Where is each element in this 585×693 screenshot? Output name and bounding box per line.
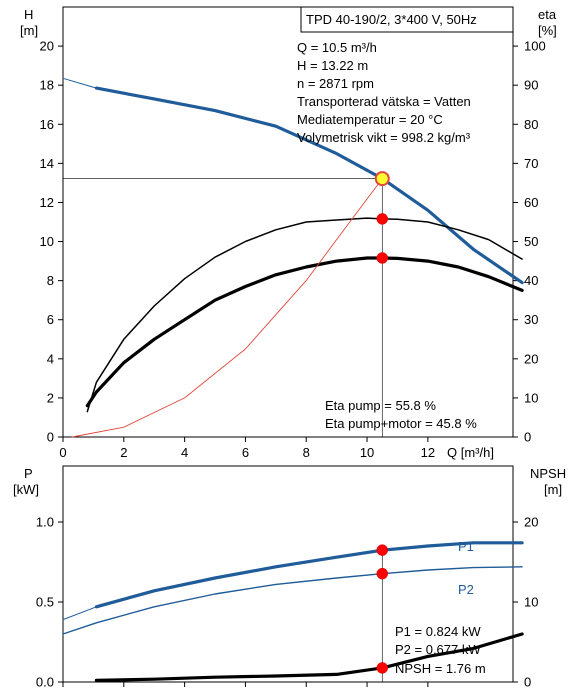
h-tick-label: 12 (40, 195, 54, 210)
info-line-npsh: NPSH = 1.76 m (395, 661, 486, 676)
npsh-axis-unit: [m] (544, 482, 562, 497)
eta-tick-label: 0 (524, 430, 531, 445)
p2-point (376, 567, 389, 580)
eta-pump-label: Eta pump = 55.8 % (325, 398, 436, 413)
info-line-h: H = 13.22 m (297, 58, 368, 73)
p-tick-label: 0.5 (36, 595, 54, 610)
model-title-box (300, 6, 514, 33)
eta-tick-label: 60 (524, 195, 538, 210)
p2-series-label: P2 (458, 582, 474, 597)
h-tick-label: 0 (47, 430, 54, 445)
h-tick-label: 14 (40, 156, 54, 171)
h-tick-label: 10 (40, 234, 54, 249)
p-axis-unit: [kW] (13, 482, 39, 497)
h-tick-label: 2 (47, 390, 54, 405)
q-tick-label: 12 (421, 445, 435, 460)
top-x-ticks: 0 2 4 6 8 10 12 (59, 437, 435, 460)
eta-tick-label: 80 (524, 117, 538, 132)
npsh-curve (94, 632, 524, 682)
info-line-liquid: Transporterad vätska = Vatten (297, 94, 471, 109)
top-right-ticks: 0 10 20 30 40 50 60 70 80 90 100 (513, 39, 546, 445)
p2-curve (62, 566, 523, 635)
info-line-density: Volymetrisk vikt = 998.2 kg/m³ (297, 130, 471, 145)
duty-info: Q = 10.5 m³/h H = 13.22 m n = 2871 rpm T… (297, 40, 471, 145)
q-tick-label: 8 (303, 445, 310, 460)
p1-curve (94, 541, 524, 609)
eta-axis-unit: [%] (538, 23, 557, 38)
h-tick-label: 4 (47, 351, 54, 366)
npsh-tick-label: 20 (524, 515, 538, 530)
p-axis-name: P (24, 466, 33, 481)
h-axis-unit: [m] (20, 23, 38, 38)
h-tick-label: 20 (40, 39, 54, 54)
bottom-right-ticks: 0 10 20 (62, 515, 538, 690)
eta-tick-label: 100 (524, 39, 546, 54)
top-curves (62, 77, 524, 438)
npsh-tick-label: 0 (524, 675, 531, 690)
bottom-chart: 0.0 0.5 1.0 0 10 20 P [kW] NPSH [m] P1 P2 P1… (13, 465, 566, 690)
eta-pump-point (376, 213, 389, 225)
eta-tick-label: 50 (524, 234, 538, 249)
eta-pump-motor-curve (85, 256, 524, 408)
top-plot-frame (62, 6, 514, 438)
eta-tick-label: 20 (524, 351, 538, 366)
info-line-p1: P1 = 0.824 kW (395, 624, 481, 639)
npsh-tick-label: 10 (524, 595, 538, 610)
h-tick-label: 16 (40, 117, 54, 132)
top-left-ticks: 0 2 4 6 8 10 12 14 16 18 20 (40, 39, 63, 445)
info-line-q: Q = 10.5 m³/h (297, 40, 377, 55)
bottom-left-ticks: 0.0 0.5 1.0 (36, 515, 63, 690)
model-title: TPD 40-190/2, 3*400 V, 50Hz (306, 12, 477, 27)
eta-tick-label: 10 (524, 390, 538, 405)
p-tick-label: 0.0 (36, 675, 54, 690)
q-tick-label: 4 (181, 445, 188, 460)
p1-curve (62, 606, 97, 621)
eta-tick-label: 70 (524, 156, 538, 171)
h-axis-name: H (24, 7, 33, 22)
npsh-axis-name: NPSH (530, 466, 566, 481)
eta-tick-label: 30 (524, 312, 538, 327)
p-tick-label: 1.0 (36, 515, 54, 530)
eta-pump-motor-point (376, 252, 389, 264)
q-tick-label: 2 (120, 445, 127, 460)
info-line-temperature: Mediatemperatur = 20 °C (297, 112, 443, 127)
eta-tick-label: 40 (524, 273, 538, 288)
npsh-point (376, 662, 389, 674)
info-line-p2: P2 = 0.677 kW (395, 642, 481, 657)
h-tick-label: 6 (47, 312, 54, 327)
bottom-plot-frame (62, 465, 514, 683)
h-tick-label: 8 (47, 273, 54, 288)
eta-pump-curve (86, 217, 523, 413)
info-line-n: n = 2871 rpm (297, 76, 374, 91)
p1-point (376, 544, 389, 556)
eta-pump-motor-label: Eta pump+motor = 45.8 % (325, 416, 477, 431)
q-tick-label: 10 (360, 445, 374, 460)
q-axis-label: Q [m³/h] (447, 445, 494, 460)
h-tick-label: 18 (40, 78, 54, 93)
h-curve (62, 77, 97, 89)
eta-axis-name: eta (538, 7, 557, 22)
p1-series-label: P1 (458, 539, 474, 554)
system-curve-curve (71, 178, 383, 438)
q-tick-label: 0 (59, 445, 66, 460)
duty-point-marker (374, 171, 390, 187)
eta-tick-label: 90 (524, 78, 538, 93)
h-curve (94, 86, 524, 285)
bottom-curves (62, 541, 524, 682)
q-tick-label: 6 (242, 445, 249, 460)
